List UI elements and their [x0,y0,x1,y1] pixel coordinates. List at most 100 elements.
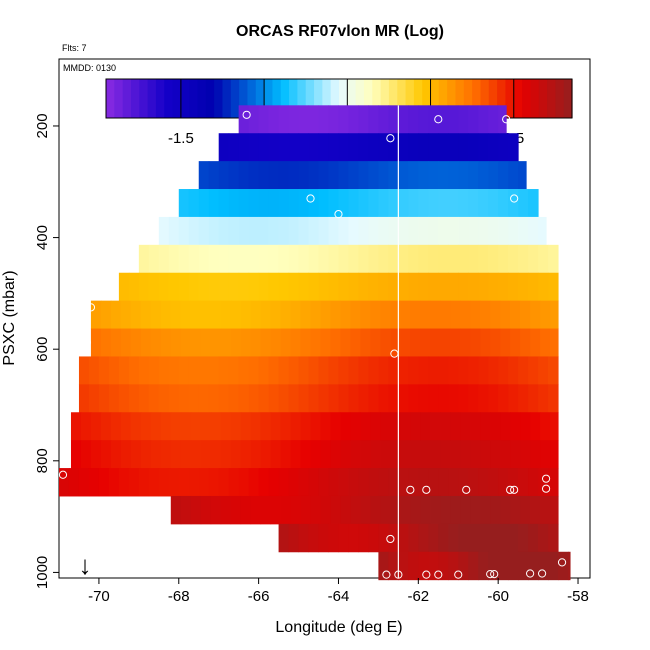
heatmap-cell [330,328,341,357]
heatmap-cell [380,300,391,330]
heatmap-cell [410,300,421,330]
heatmap-cell [408,356,419,385]
heatmap-cell [218,272,230,302]
heatmap-cell [338,523,349,553]
heatmap-cell [190,440,202,469]
heatmap-cell [348,216,359,246]
heatmap-cell [208,468,220,497]
heatmap-cell [330,412,341,441]
heatmap-cell [548,244,559,274]
heatmap-cell [208,216,220,246]
heatmap-cell [118,356,130,385]
heatmap-cell [120,328,132,357]
heatmap-cell [388,384,399,413]
heatmap-cell [458,468,469,497]
heatmap-cell [448,272,459,302]
heatmap-cell [250,412,262,441]
y-axis-label: PSXC (mbar) [1,270,18,365]
heatmap-cell [478,244,489,274]
heatmap-cell [458,272,469,302]
heatmap-cell [280,412,292,441]
heatmap-cell [458,356,469,385]
heatmap-cell [308,272,320,302]
heatmap-cell [59,468,70,497]
heatmap-cell [550,300,559,330]
heatmap-cell [378,384,389,413]
heatmap-cell [318,105,329,134]
heatmap-cell [228,216,240,246]
heatmap-cell [320,412,331,441]
heatmap-cell [458,161,469,190]
heatmap-cell [438,384,449,413]
heatmap-cell [458,551,469,581]
heatmap-cell [338,356,349,385]
colorbar-cell [372,79,382,118]
heatmap-cell [368,356,379,385]
heatmap-cell [318,216,329,246]
heatmap-cell [480,440,491,469]
heatmap-cell [438,161,449,190]
heatmap-cell [468,105,479,134]
heatmap-cell [398,216,409,246]
heatmap-cell [150,440,162,469]
heatmap-cell [518,384,529,413]
heatmap-cell [508,356,519,385]
heatmap-cell [78,356,90,385]
heatmap-cell [418,244,429,274]
heatmap-cell [378,216,389,246]
colorbar-cell [355,79,365,118]
heatmap-cell [380,440,391,469]
heatmap-cell [460,300,471,330]
heatmap-cell [498,468,509,497]
heatmap-cell [428,161,439,190]
heatmap-cell [488,384,499,413]
heatmap-cell [328,384,339,413]
heatmap-cell [158,468,170,497]
colorbar-cell [322,79,332,118]
heatmap-cell [288,356,300,385]
heatmap-cell [198,244,210,274]
heatmap-cell [468,356,479,385]
heatmap-cell [278,356,290,385]
heatmap-cell [118,272,130,302]
heatmap-cell [298,384,310,413]
heatmap-cell [518,523,529,553]
heatmap-cell [308,161,320,190]
heatmap-cell [520,495,531,525]
heatmap-cell [258,161,270,190]
heatmap-cell [428,244,439,274]
heatmap-cell [350,300,361,330]
heatmap-cell [498,133,509,162]
heatmap-cell [488,133,499,162]
heatmap-cell [488,356,499,385]
heatmap-cell [108,468,120,497]
colorbar-cell [272,79,282,118]
colorbar-cell [314,79,323,118]
colorbar-cell [339,79,348,118]
heatmap-cell [350,440,361,469]
heatmap-cell [208,161,220,190]
heatmap-cell [250,300,262,330]
heatmap-cell [288,272,300,302]
colorbar-cell [147,79,157,118]
heatmap-cell [418,551,429,581]
heatmap-cell [168,272,180,302]
heatmap-cell [358,189,369,218]
heatmap-cell [498,523,509,553]
heatmap-cell [420,412,431,441]
heatmap-cell [310,328,322,357]
x-tick-label: -64 [328,588,350,605]
colorbar-cell [239,79,249,118]
heatmap-cell [538,216,547,246]
heatmap-cell [488,161,499,190]
heatmap-cell [130,328,142,357]
heatmap-cell [488,468,499,497]
heatmap-cell [100,440,112,469]
colorbar-cell [230,79,240,118]
heatmap-cell [388,105,399,134]
heatmap-cell [288,216,300,246]
heatmap-cell [448,551,459,581]
heatmap-cell [418,523,429,553]
heatmap-cell [260,440,272,469]
heatmap-cell [528,356,539,385]
